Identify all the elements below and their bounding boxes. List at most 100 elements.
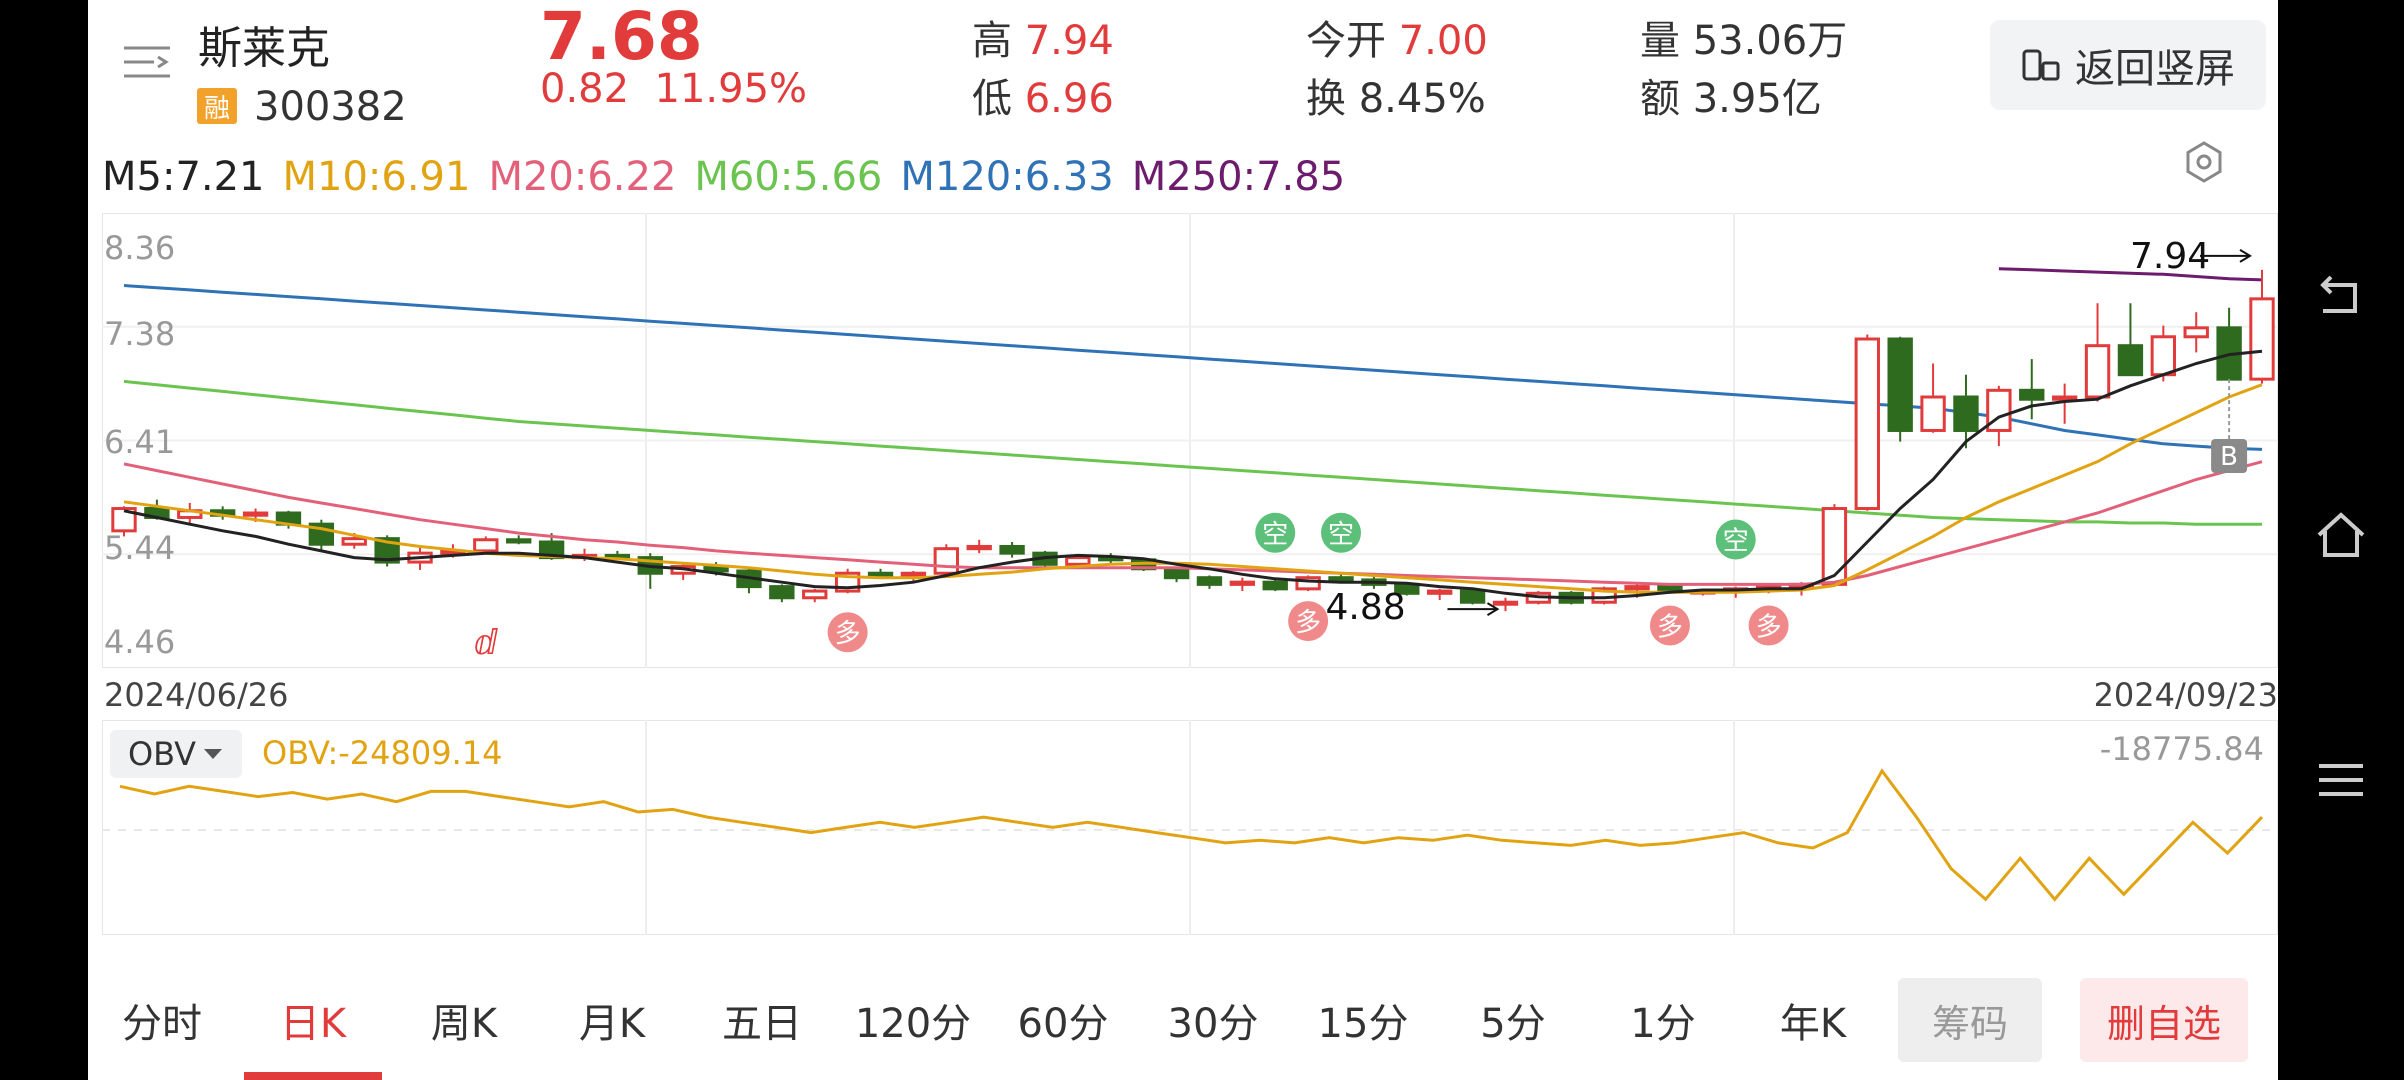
stock-landscape-screen: 斯莱克 融 300382 7.68 0.82 11.95% 高 7.94 低 6… [88, 0, 2278, 1080]
menu-collapse-icon[interactable] [120, 40, 176, 90]
tab-30min[interactable]: 30分 [1167, 1001, 1259, 1047]
low-label: 低 [972, 76, 1012, 122]
tab-120min[interactable]: 120分 [854, 1001, 972, 1047]
max-arrow-head [2239, 248, 2252, 263]
tab-yearly-k[interactable]: 年K [1779, 1001, 1847, 1047]
candle-body [1065, 556, 1091, 566]
buy-marker-label: B [2220, 442, 2238, 472]
high-stat: 高 7.94 [972, 8, 1114, 66]
signal-buy-label: 多 [835, 619, 861, 649]
low-stat: 低 6.96 [972, 66, 1114, 124]
open-label: 今开 [1306, 18, 1386, 64]
candle-body [1328, 576, 1354, 582]
candle-body [999, 544, 1025, 555]
signal-buy-label: 多 [1657, 613, 1683, 643]
amount-label: 额 [1640, 76, 1680, 122]
open-stat: 今开 7.00 [1306, 8, 1488, 66]
candle-body [802, 589, 828, 600]
tab-fenshi[interactable]: 分时 [122, 1001, 202, 1047]
kline-chart-svg: 多 多 多 多 空 空 空 ⅆ 4.88 7.94 B [102, 213, 2278, 668]
ma-legend-item: M60:5.66 [694, 154, 883, 200]
tab-monthly-k[interactable]: 月K [578, 1001, 646, 1047]
signal-sell [1321, 512, 1362, 553]
price-change: 0.82 11.95% [540, 66, 807, 112]
low-value: 6.96 [1024, 76, 1114, 122]
ma-legend-item: M5:7.21 [102, 154, 265, 200]
obv-chart[interactable] [102, 720, 2278, 935]
candle-body [1295, 576, 1321, 591]
back-to-portrait-label: 返回竖屏 [2075, 46, 2235, 92]
obv-value: OBV:-24809.14 [262, 734, 503, 772]
tab-5min[interactable]: 5分 [1480, 1001, 1546, 1047]
current-price: 7.68 [540, 0, 703, 75]
quote-header: 斯莱克 融 300382 7.68 0.82 11.95% 高 7.94 低 6… [88, 0, 2278, 135]
kline-chart[interactable]: 多 多 多 多 空 空 空 ⅆ 4.88 7.94 B 8.36 7.38 6.41 5.44 4.… [102, 213, 2278, 668]
candle-body [1262, 580, 1288, 591]
candle-body [1229, 580, 1256, 586]
signal-buy [1748, 605, 1789, 646]
volume-stat: 量 53.06万 [1640, 8, 1847, 66]
tab-weekly-k[interactable]: 周K [430, 1001, 498, 1047]
tab-60min[interactable]: 60分 [1017, 1001, 1109, 1047]
candle-body [2051, 395, 2078, 401]
amount-stat: 额 3.95亿 [1640, 66, 1822, 124]
volume-label: 量 [1640, 18, 1680, 64]
candle-body [2019, 388, 2045, 401]
candle-body [2084, 344, 2111, 399]
y-tick: 6.41 [104, 423, 176, 461]
candle-body [1953, 395, 1979, 432]
amount-value: 3.95亿 [1692, 76, 1822, 122]
remove-watchlist-button[interactable]: 删自选 [2080, 978, 2248, 1062]
home-icon [2317, 512, 2365, 557]
buy-marker [2211, 439, 2248, 473]
y-tick: 8.36 [104, 229, 176, 267]
signal-buy [1288, 601, 1329, 642]
ma-legend-item: M120:6.33 [900, 154, 1114, 200]
candle-body [966, 544, 992, 551]
y-tick: 5.44 [104, 529, 176, 567]
min-price-annotation: 4.88 [1325, 587, 1405, 628]
y-tick: 7.38 [104, 315, 176, 353]
turnover-label: 换 [1306, 76, 1346, 122]
candle-body [900, 571, 927, 577]
change-amount: 0.82 [540, 66, 630, 112]
candle-body [341, 537, 367, 546]
min-arrow-head [1486, 602, 1500, 617]
chips-button[interactable]: 筹码 [1898, 978, 2042, 1062]
stock-name: 斯莱克 [198, 23, 330, 74]
ma5-line [123, 349, 2263, 600]
obv-line [119, 768, 2264, 902]
signal-sell-label: 空 [1262, 520, 1288, 550]
candle-body [2249, 297, 2275, 381]
tab-1min[interactable]: 1分 [1630, 1001, 1696, 1047]
tab-daily-k[interactable]: 日K [279, 1001, 347, 1047]
volume-value: 53.06万 [1692, 18, 1848, 64]
candle-body [1427, 589, 1453, 595]
candle-body [2183, 326, 2209, 339]
ma20-line [123, 460, 2263, 586]
settings-icon[interactable] [2182, 140, 2226, 184]
margin-badge: 融 [197, 88, 237, 124]
chart-end-date: 2024/09/23 [2093, 676, 2278, 714]
tab-five-day[interactable]: 五日 [722, 1001, 802, 1047]
candle-body [1196, 576, 1223, 586]
change-percent: 11.95% [654, 66, 808, 112]
home-button[interactable] [2278, 490, 2404, 580]
indicator-select[interactable]: OBV [110, 730, 242, 778]
signal-buy [827, 612, 868, 653]
signal-sell [1715, 519, 1756, 560]
candle-body [1920, 395, 1946, 432]
candle-body [769, 585, 795, 600]
back-button[interactable] [2278, 250, 2404, 340]
candle-body [1163, 567, 1190, 580]
ma250-line [1998, 267, 2263, 282]
signal-sell [1255, 512, 1296, 553]
tab-15min[interactable]: 15分 [1317, 1001, 1409, 1047]
turnover-value: 8.45% [1358, 76, 1486, 122]
chart-start-date: 2024/06/26 [104, 676, 289, 714]
ma-legend-item: M250:7.85 [1131, 154, 1346, 200]
high-value: 7.94 [1024, 18, 1114, 64]
back-to-portrait-button[interactable]: 返回竖屏 [1990, 20, 2266, 110]
back-icon [2320, 275, 2357, 313]
recents-button[interactable] [2278, 735, 2404, 825]
